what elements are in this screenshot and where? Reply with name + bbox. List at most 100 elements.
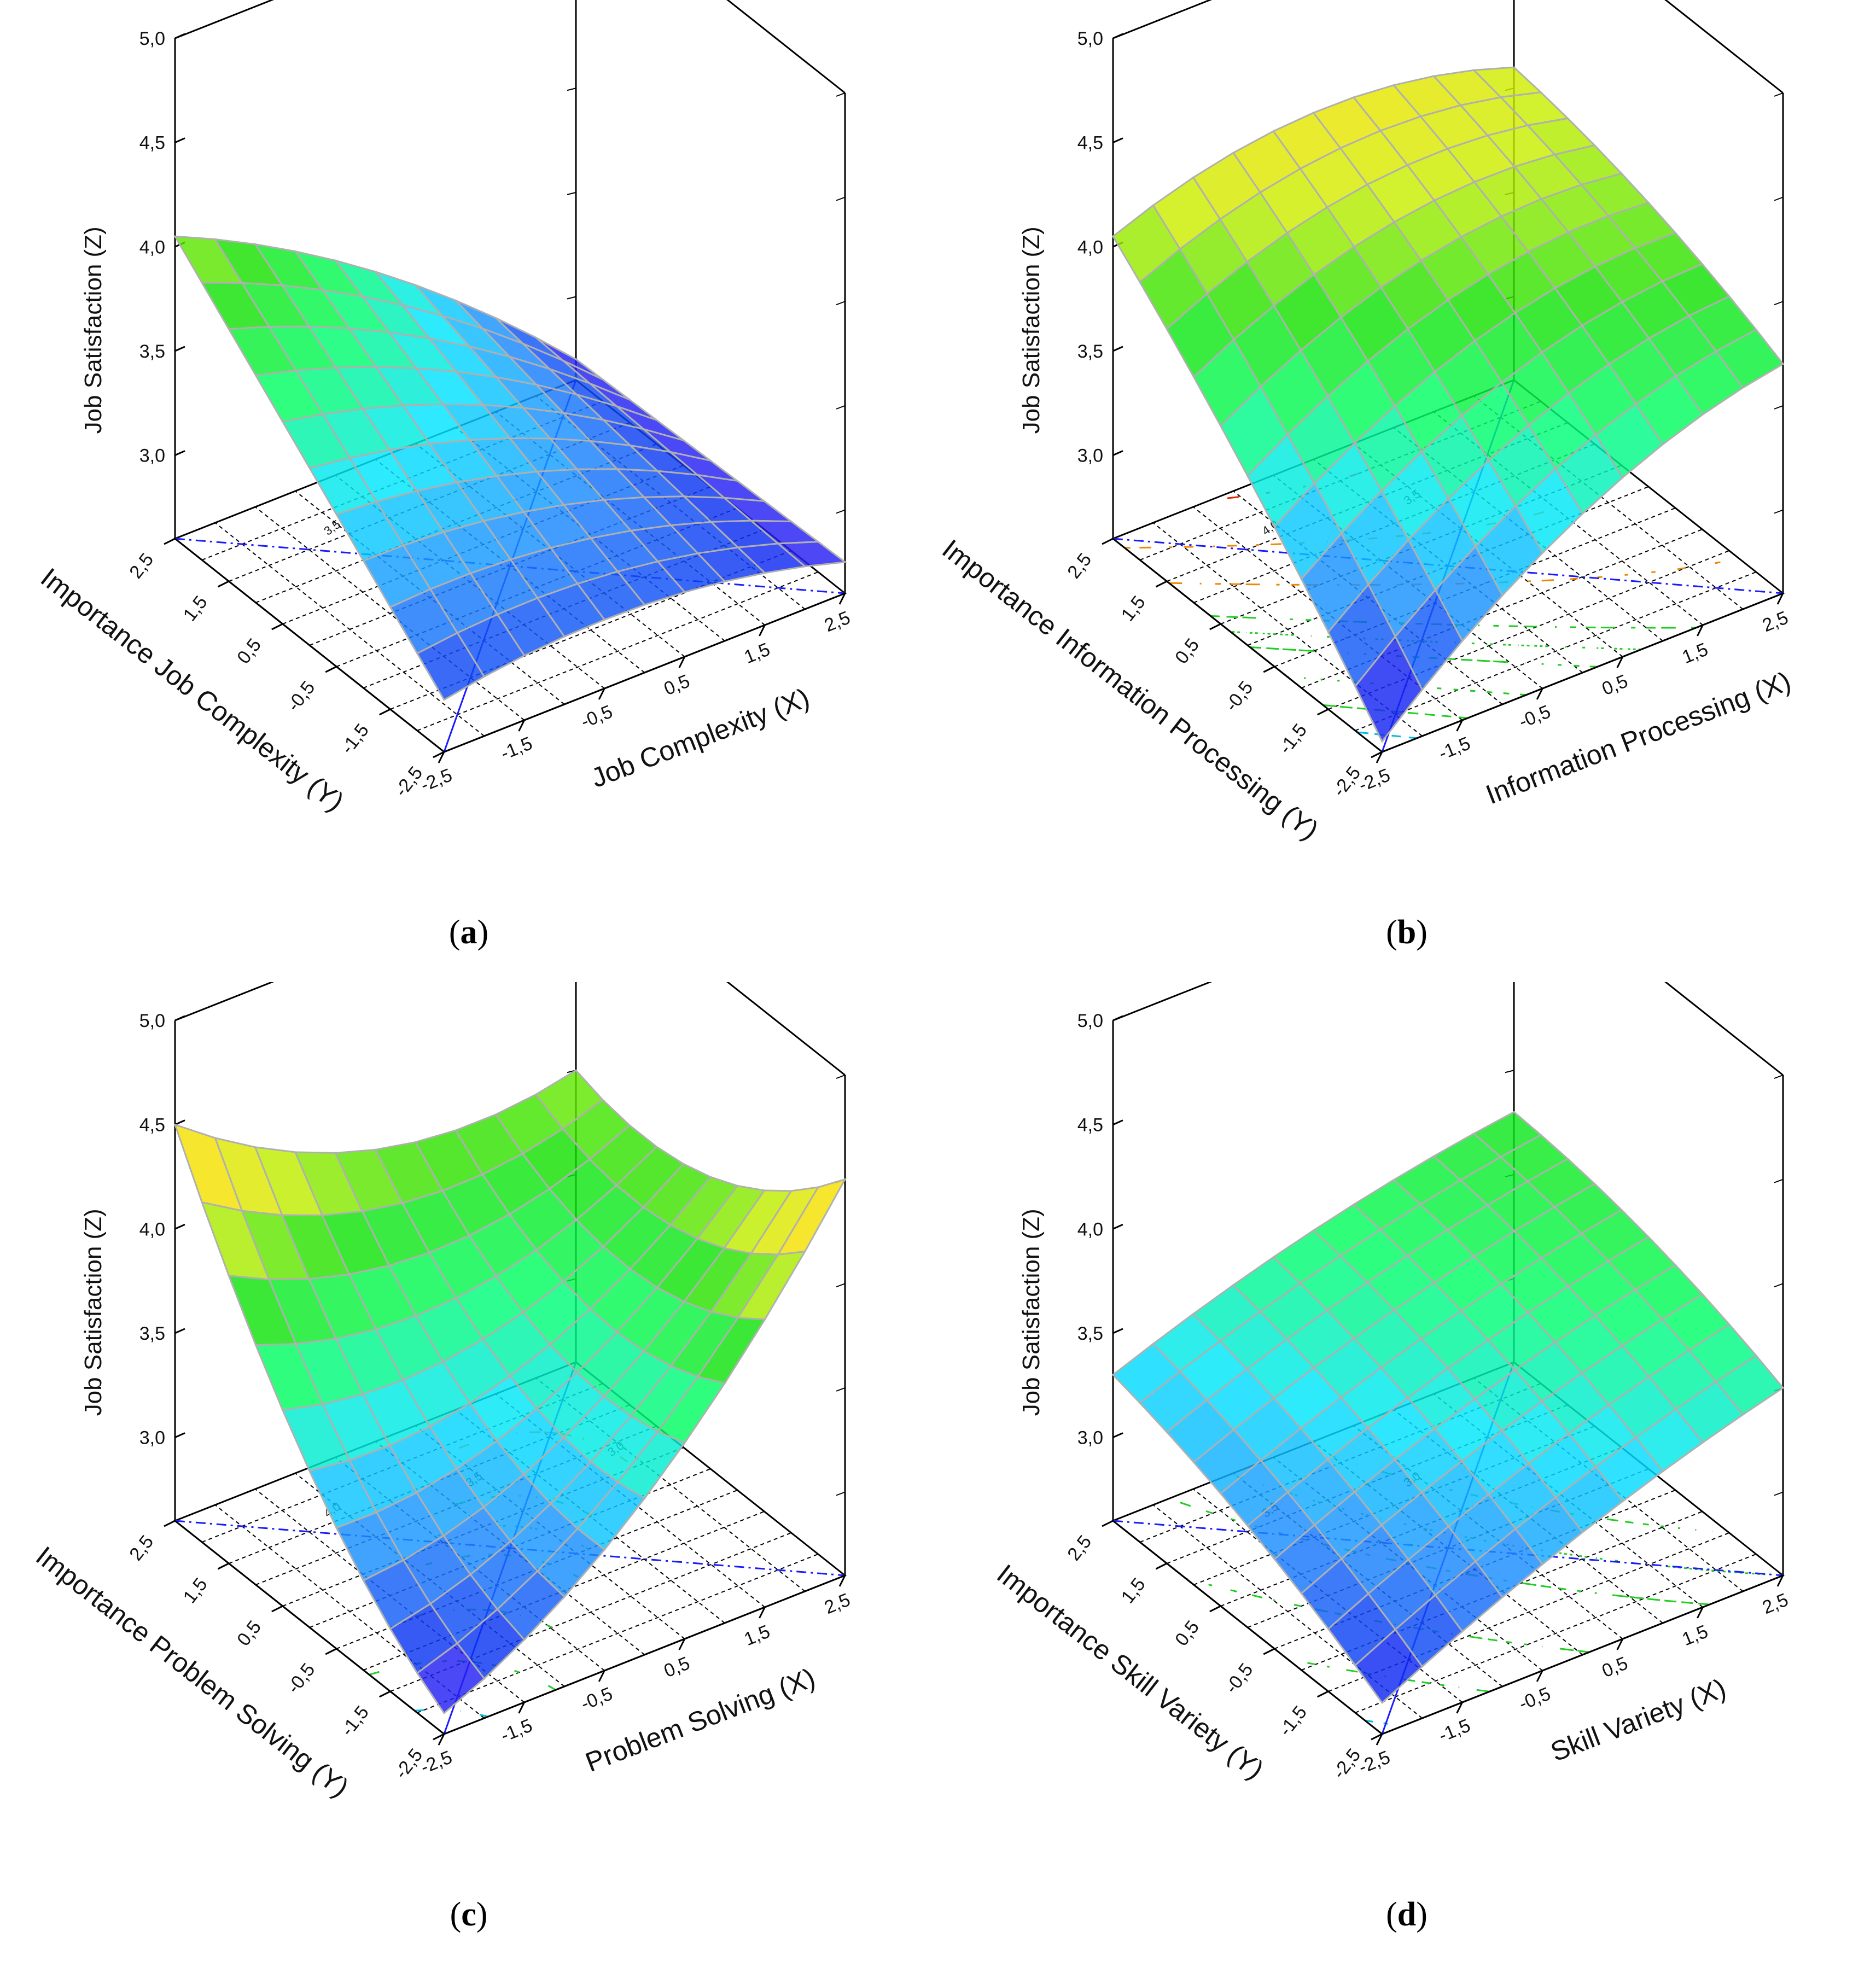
y-tick (1371, 751, 1383, 758)
x-tick (1776, 1575, 1784, 1587)
x-tick-label: 0,5 (661, 670, 693, 699)
z-tick-label: 3,0 (139, 446, 165, 466)
z-axis-label: Job Satisfaction (Z) (80, 1209, 107, 1416)
z-tick-right (1774, 509, 1784, 514)
y-tick-label: -0,5 (283, 678, 319, 716)
z-tick-label: 4,5 (1077, 133, 1103, 154)
x-tick-label: -0,5 (1516, 701, 1554, 732)
z-tick (1112, 137, 1123, 143)
response-surface (1112, 66, 1785, 743)
top-left-edge (174, 861, 576, 1022)
y-tick-label: 2,5 (125, 550, 158, 583)
z-tick-right (836, 196, 846, 201)
x-tick (838, 1575, 846, 1587)
floor-grid-y (417, 1554, 819, 1713)
x-tick-label: 2,5 (1760, 1589, 1791, 1618)
z-tick-right (1774, 1075, 1784, 1079)
y-tick-label: 2,5 (125, 1532, 158, 1565)
y-tick-label: -2,5 (391, 1745, 427, 1783)
surface-cell (1354, 1628, 1424, 1705)
x-tick (598, 1670, 605, 1682)
floor-grid-y (417, 571, 819, 731)
top-right-edge (726, 0, 846, 94)
y-tick-label: -2,5 (1329, 1745, 1365, 1783)
surface-plot-b: 3,0 3,5 4,0 4,5 5,0 Job Satisfaction (Z)4,0 3,… (936, 0, 1795, 951)
floor-grid-y (1355, 571, 1757, 731)
x-tick (759, 624, 766, 637)
panel-label-open: ( (450, 1896, 462, 1933)
z-tick-right (1774, 1283, 1784, 1288)
axes-box: 3,0 3,5 4,0 4,5 5,0 Job Satisfaction (Z) (80, 0, 846, 593)
x-axis-label: Skill Variety (X) (1547, 1673, 1731, 1767)
z-tick (174, 346, 185, 352)
y-tick (1102, 538, 1114, 545)
z-axis-label: Job Satisfaction (Z) (80, 226, 107, 434)
x-tick (518, 1702, 525, 1714)
y-tick-label: 1,5 (1117, 1574, 1150, 1608)
y-tick-label: -0,5 (283, 1660, 319, 1698)
panel-label-open: ( (1386, 914, 1397, 951)
z-tick (1112, 346, 1123, 352)
z-tick-label: 5,0 (139, 28, 165, 49)
x-tick-label: -1,5 (1436, 1715, 1473, 1746)
z-tick (1112, 33, 1123, 39)
z-tick (174, 450, 185, 456)
z-tick-label: 4,0 (1077, 237, 1103, 258)
y-tick-label: -1,5 (1275, 720, 1311, 758)
z-tick-label: 4,5 (1077, 1115, 1103, 1136)
x-tick (1376, 1733, 1383, 1746)
x-tick-label: 0,5 (1599, 670, 1631, 699)
z-tick-right (1774, 1491, 1784, 1496)
y-axis-line (174, 538, 445, 753)
y-tick (433, 751, 445, 758)
x-tick-label: -0,5 (578, 1683, 616, 1714)
x-tick (1776, 593, 1784, 605)
z-tick-right (836, 92, 846, 97)
panel-label-letter: d (1397, 1896, 1416, 1933)
z-tick-right (1774, 1178, 1784, 1183)
y-tick-label: -1,5 (337, 720, 373, 758)
x-tick-label: -2,5 (418, 1747, 456, 1778)
y-tick-label: -1,5 (1275, 1702, 1311, 1741)
z-tick-label: 4,5 (139, 1115, 165, 1136)
z-tick (1112, 1015, 1123, 1022)
y-tick (1209, 623, 1221, 631)
response-surface (173, 1069, 847, 1715)
y-tick (1155, 580, 1168, 588)
z-tick-right (836, 1387, 846, 1392)
x-tick-label: -1,5 (498, 733, 535, 764)
z-tick-right (836, 1283, 846, 1288)
y-tick (378, 1690, 391, 1698)
x-tick-label: 0,5 (661, 1653, 693, 1682)
z-tick-label: 5,0 (139, 1011, 165, 1031)
x-tick-label: 1,5 (741, 1621, 773, 1650)
surface-cell (416, 632, 486, 701)
panel-label-letter: b (1397, 914, 1416, 951)
panel-label: (d) (1386, 1896, 1428, 1933)
x-tick (759, 1607, 766, 1619)
top-right-edge (575, 861, 846, 1076)
x-axis-line (444, 592, 846, 753)
y-tick (433, 1733, 445, 1741)
z-tick-right (836, 1491, 846, 1496)
y-tick (1209, 1605, 1221, 1613)
y-tick (217, 580, 230, 588)
z-tick-label: 3,0 (139, 1428, 165, 1449)
y-tick (1316, 1690, 1329, 1698)
y-tick-label: 0,5 (1171, 635, 1203, 668)
x-axis-label: Problem Solving (X) (581, 1662, 819, 1778)
surface-plot-a: 3,0 3,5 4,0 4,5 5,0 Job Satisfaction (Z)3,5 -2… (35, 0, 853, 951)
panel-d: 3,0 3,5 4,0 4,5 5,0 Job Satisfaction (Z)3,5 3,… (938, 861, 1876, 1964)
z-tick-right (836, 301, 846, 306)
panel-label-letter: c (461, 1896, 476, 1933)
x-tick (678, 656, 686, 668)
y-tick (325, 1648, 337, 1655)
y-tick-label: -1,5 (337, 1702, 373, 1741)
z-tick (174, 1223, 185, 1230)
x-tick (438, 1733, 445, 1746)
z-tick-label: 3,0 (1077, 1428, 1103, 1449)
y-tick (1263, 666, 1275, 673)
y-tick-label: 2,5 (1063, 550, 1096, 583)
